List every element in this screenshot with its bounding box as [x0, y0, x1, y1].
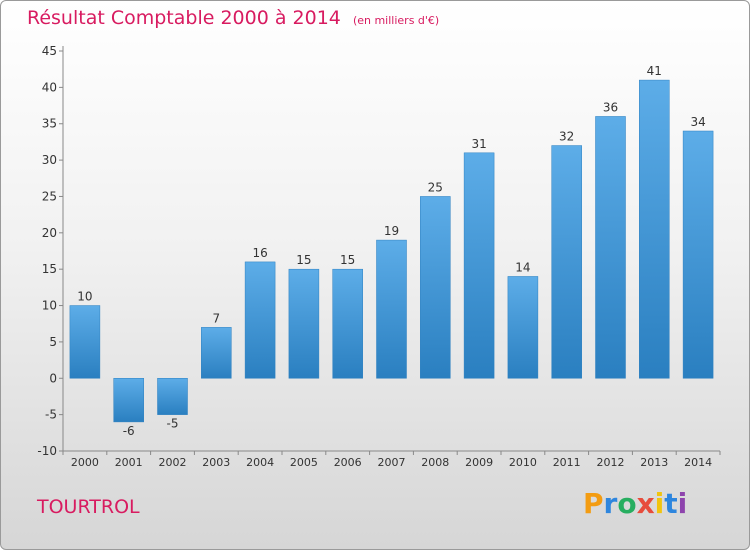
y-tick-label: 15 [42, 262, 57, 276]
bar [507, 276, 539, 379]
bar [595, 116, 626, 379]
x-tick-label: 2004 [246, 456, 274, 469]
logo-letter: x [636, 487, 655, 520]
y-tick-label: 0 [49, 371, 57, 385]
bar-value-label: -6 [123, 424, 135, 438]
bar-value-label: -5 [167, 417, 179, 431]
bar [682, 130, 714, 379]
y-tick-label: -10 [37, 444, 57, 458]
chart-title: Résultat Comptable 2000 à 2014 (en milli… [27, 7, 439, 29]
chart-subtitle: (en milliers d'€) [352, 14, 440, 27]
x-tick-label: 2000 [71, 456, 99, 469]
x-tick-label: 2008 [421, 456, 449, 469]
y-tick-label: 45 [42, 44, 57, 58]
y-tick-label: 35 [42, 117, 57, 131]
bar-value-label: 25 [428, 180, 443, 194]
commune-name: TOURTROL [37, 496, 140, 518]
bar-value-label: 36 [603, 100, 618, 114]
logo-letter: P [583, 487, 604, 520]
bar [332, 268, 363, 379]
y-tick-label: -5 [45, 408, 57, 422]
x-tick-label: 2001 [115, 456, 143, 469]
logo-letter: t [664, 487, 678, 520]
bar [463, 152, 495, 379]
logo-letter: o [617, 487, 637, 520]
logo-letter: r [603, 487, 618, 520]
bar [157, 378, 188, 415]
bar-value-label: 16 [252, 246, 267, 260]
y-tick-label: 10 [42, 299, 57, 313]
bar-value-label: 14 [515, 260, 530, 274]
x-tick-label: 2005 [290, 456, 318, 469]
bar [69, 305, 101, 379]
bar [113, 378, 144, 423]
bar [244, 261, 276, 379]
y-tick-label: 30 [42, 153, 57, 167]
y-tick-label: 40 [42, 80, 57, 94]
x-tick-label: 2009 [465, 456, 493, 469]
bar-value-label: 15 [340, 253, 355, 267]
x-tick-label: 2003 [202, 456, 230, 469]
y-tick-label: 25 [42, 189, 57, 203]
y-tick-label: 5 [49, 335, 57, 349]
bar [420, 196, 451, 379]
x-tick-label: 2006 [334, 456, 362, 469]
x-tick-label: 2010 [509, 456, 537, 469]
bar-value-label: 7 [212, 311, 220, 325]
bar [201, 327, 232, 379]
bar-value-label: 19 [384, 224, 399, 238]
x-tick-label: 2011 [553, 456, 581, 469]
proxiti-logo: Proxiti [583, 487, 687, 520]
bar-value-label: 15 [296, 253, 311, 267]
bar-value-label: 34 [690, 115, 705, 129]
x-tick-label: 2002 [159, 456, 187, 469]
x-tick-label: 2013 [640, 456, 668, 469]
logo-letter: i [677, 487, 688, 520]
bar-value-label: 32 [559, 130, 574, 144]
bar-value-label: 31 [471, 137, 486, 151]
bar [639, 79, 670, 379]
x-tick-label: 2014 [684, 456, 712, 469]
y-tick-label: 20 [42, 226, 57, 240]
bar-value-label: 41 [647, 64, 662, 78]
chart-title-text: Résultat Comptable 2000 à 2014 [27, 7, 341, 29]
bar [551, 145, 582, 379]
bar [376, 239, 407, 379]
x-tick-label: 2007 [378, 456, 406, 469]
logo-letter: i [654, 487, 665, 520]
bar-value-label: 10 [77, 290, 92, 304]
x-tick-label: 2012 [597, 456, 625, 469]
bar [288, 268, 320, 379]
